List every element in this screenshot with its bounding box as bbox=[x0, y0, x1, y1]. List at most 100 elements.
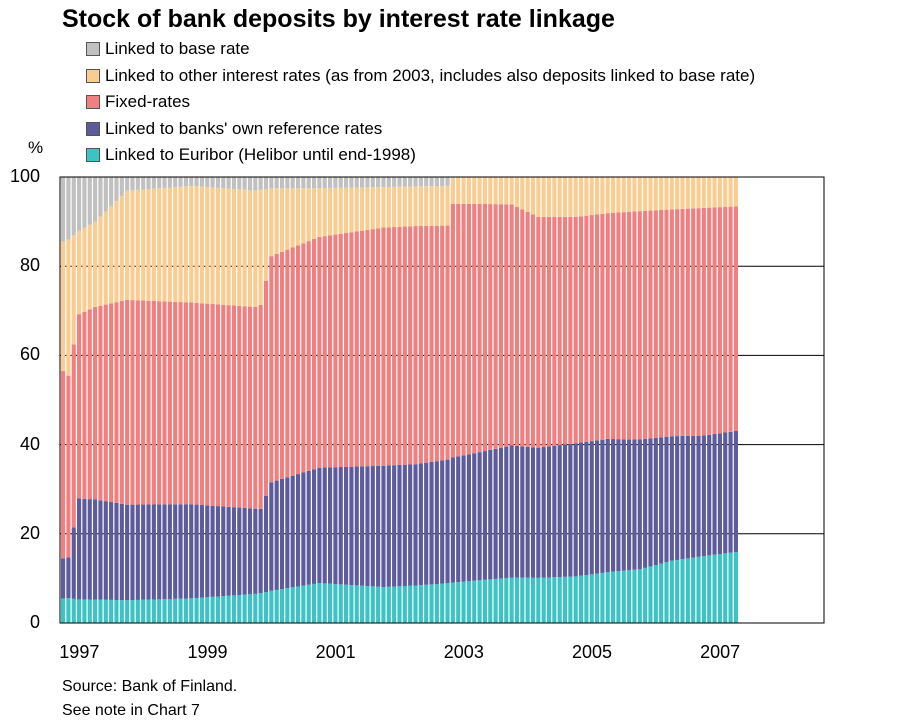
bar-segment-0-96 bbox=[573, 576, 578, 623]
bar-segment-1-111 bbox=[653, 437, 658, 565]
bar-segment-0-99 bbox=[589, 574, 594, 623]
bar-segment-0-111 bbox=[653, 565, 658, 623]
bar-segment-1-15 bbox=[141, 504, 146, 600]
bar-segment-0-13 bbox=[130, 600, 135, 623]
x-tick-label: 1997 bbox=[59, 642, 100, 662]
bar-segment-4-20 bbox=[167, 177, 172, 188]
bar-segment-0-34 bbox=[242, 594, 247, 623]
bar-segment-4-40 bbox=[274, 177, 279, 189]
bar-segment-3-26 bbox=[199, 186, 204, 304]
bar-segment-4-37 bbox=[258, 177, 263, 190]
bar-segment-0-6 bbox=[93, 599, 98, 623]
bar-segment-1-76 bbox=[466, 454, 471, 582]
bar-segment-1-26 bbox=[199, 504, 204, 598]
bar-segment-0-2 bbox=[71, 598, 76, 623]
bar-segment-2-39 bbox=[269, 256, 274, 483]
bar-segment-0-62 bbox=[392, 586, 397, 623]
bar-segment-2-31 bbox=[226, 305, 231, 507]
bar-segment-2-115 bbox=[675, 209, 680, 437]
bar-segment-2-0 bbox=[61, 371, 66, 559]
bar-segment-1-109 bbox=[643, 438, 648, 568]
bar-segment-2-101 bbox=[600, 213, 605, 440]
bar-segment-4-32 bbox=[231, 177, 237, 189]
bar-segment-0-108 bbox=[637, 569, 642, 623]
bar-segment-0-93 bbox=[557, 577, 562, 623]
bar-segment-2-116 bbox=[680, 208, 685, 436]
bar-segment-0-98 bbox=[584, 575, 589, 623]
bar-segment-0-10 bbox=[114, 599, 119, 623]
bar-segment-1-17 bbox=[151, 504, 156, 600]
bar-segment-0-119 bbox=[696, 556, 701, 623]
bar-segment-3-30 bbox=[221, 188, 226, 305]
bar-segment-0-73 bbox=[450, 582, 455, 623]
bar-segment-4-50 bbox=[328, 177, 333, 188]
note-line: See note in Chart 7 bbox=[62, 702, 200, 719]
bar-segment-1-93 bbox=[557, 445, 562, 578]
bar-segment-2-41 bbox=[279, 251, 285, 479]
bar-segment-2-95 bbox=[568, 216, 573, 444]
bar-segment-1-25 bbox=[194, 504, 199, 598]
legend-swatch bbox=[86, 68, 100, 83]
bar-segment-3-126 bbox=[733, 177, 738, 207]
bar-segment-4-18 bbox=[157, 177, 162, 189]
bar-segment-3-55 bbox=[354, 187, 359, 232]
bar-segment-0-20 bbox=[167, 598, 172, 623]
bar-segment-4-56 bbox=[360, 177, 365, 188]
bar-segment-2-122 bbox=[712, 207, 717, 435]
bar-segment-2-23 bbox=[183, 302, 188, 505]
legend-label: Linked to Euribor (Helibor until end-199… bbox=[105, 145, 416, 164]
bar-segment-0-74 bbox=[456, 582, 461, 623]
bar-segment-0-109 bbox=[643, 567, 648, 623]
bar-segment-0-51 bbox=[333, 584, 338, 623]
bar-segment-1-23 bbox=[183, 504, 188, 599]
bar-segment-3-103 bbox=[611, 177, 616, 213]
bar-segment-3-16 bbox=[146, 189, 151, 301]
bar-segment-0-59 bbox=[376, 586, 381, 623]
bar-segment-0-8 bbox=[103, 599, 108, 623]
bar-segment-3-4 bbox=[82, 227, 87, 312]
bar-segment-3-36 bbox=[253, 190, 258, 307]
bar-segment-0-15 bbox=[141, 599, 146, 623]
bar-segment-0-116 bbox=[680, 559, 685, 623]
bar-segment-3-28 bbox=[210, 187, 215, 304]
bar-segment-3-89 bbox=[536, 177, 541, 217]
bar-segment-0-23 bbox=[183, 598, 188, 623]
bar-segment-4-44 bbox=[295, 177, 301, 189]
bar-segment-0-66 bbox=[413, 585, 418, 623]
bar-segment-0-91 bbox=[546, 577, 552, 623]
bar-segment-3-50 bbox=[328, 187, 333, 236]
bar-segment-4-14 bbox=[135, 177, 140, 190]
bar-segment-3-85 bbox=[514, 177, 520, 207]
bar-segment-4-39 bbox=[269, 177, 274, 189]
bar-segment-1-125 bbox=[728, 431, 733, 553]
bar-segment-0-97 bbox=[578, 575, 584, 623]
bar-segment-2-125 bbox=[728, 206, 733, 432]
bar-segment-2-70 bbox=[434, 225, 439, 462]
bar-segment-1-10 bbox=[114, 502, 119, 600]
bar-segment-1-59 bbox=[376, 465, 381, 587]
bar-segment-0-21 bbox=[173, 598, 178, 623]
bar-segment-1-66 bbox=[413, 464, 418, 586]
bar-segment-1-69 bbox=[429, 461, 434, 585]
bar-segment-4-3 bbox=[77, 177, 82, 231]
bar-segment-4-67 bbox=[418, 177, 423, 187]
bar-segment-3-20 bbox=[167, 187, 172, 302]
bar-segment-0-95 bbox=[568, 576, 573, 623]
bar-segment-1-118 bbox=[691, 435, 696, 558]
bar-segment-3-46 bbox=[306, 188, 311, 242]
bar-segment-0-80 bbox=[488, 579, 493, 623]
bar-segment-4-21 bbox=[173, 177, 178, 188]
bar-segment-2-28 bbox=[210, 304, 215, 506]
bar-segment-4-64 bbox=[402, 177, 407, 187]
bar-segment-4-31 bbox=[226, 177, 231, 189]
bar-segment-0-40 bbox=[274, 589, 279, 623]
bar-segment-3-42 bbox=[285, 188, 290, 250]
bar-segment-2-88 bbox=[530, 214, 536, 448]
bar-segment-4-54 bbox=[349, 177, 354, 188]
bar-segment-0-101 bbox=[600, 572, 605, 623]
bar-segment-1-98 bbox=[584, 441, 589, 576]
bar-segment-3-60 bbox=[381, 187, 386, 228]
bar-segment-4-17 bbox=[151, 177, 156, 189]
bar-segment-0-53 bbox=[344, 584, 349, 623]
y-tick-label: 60 bbox=[19, 344, 40, 365]
